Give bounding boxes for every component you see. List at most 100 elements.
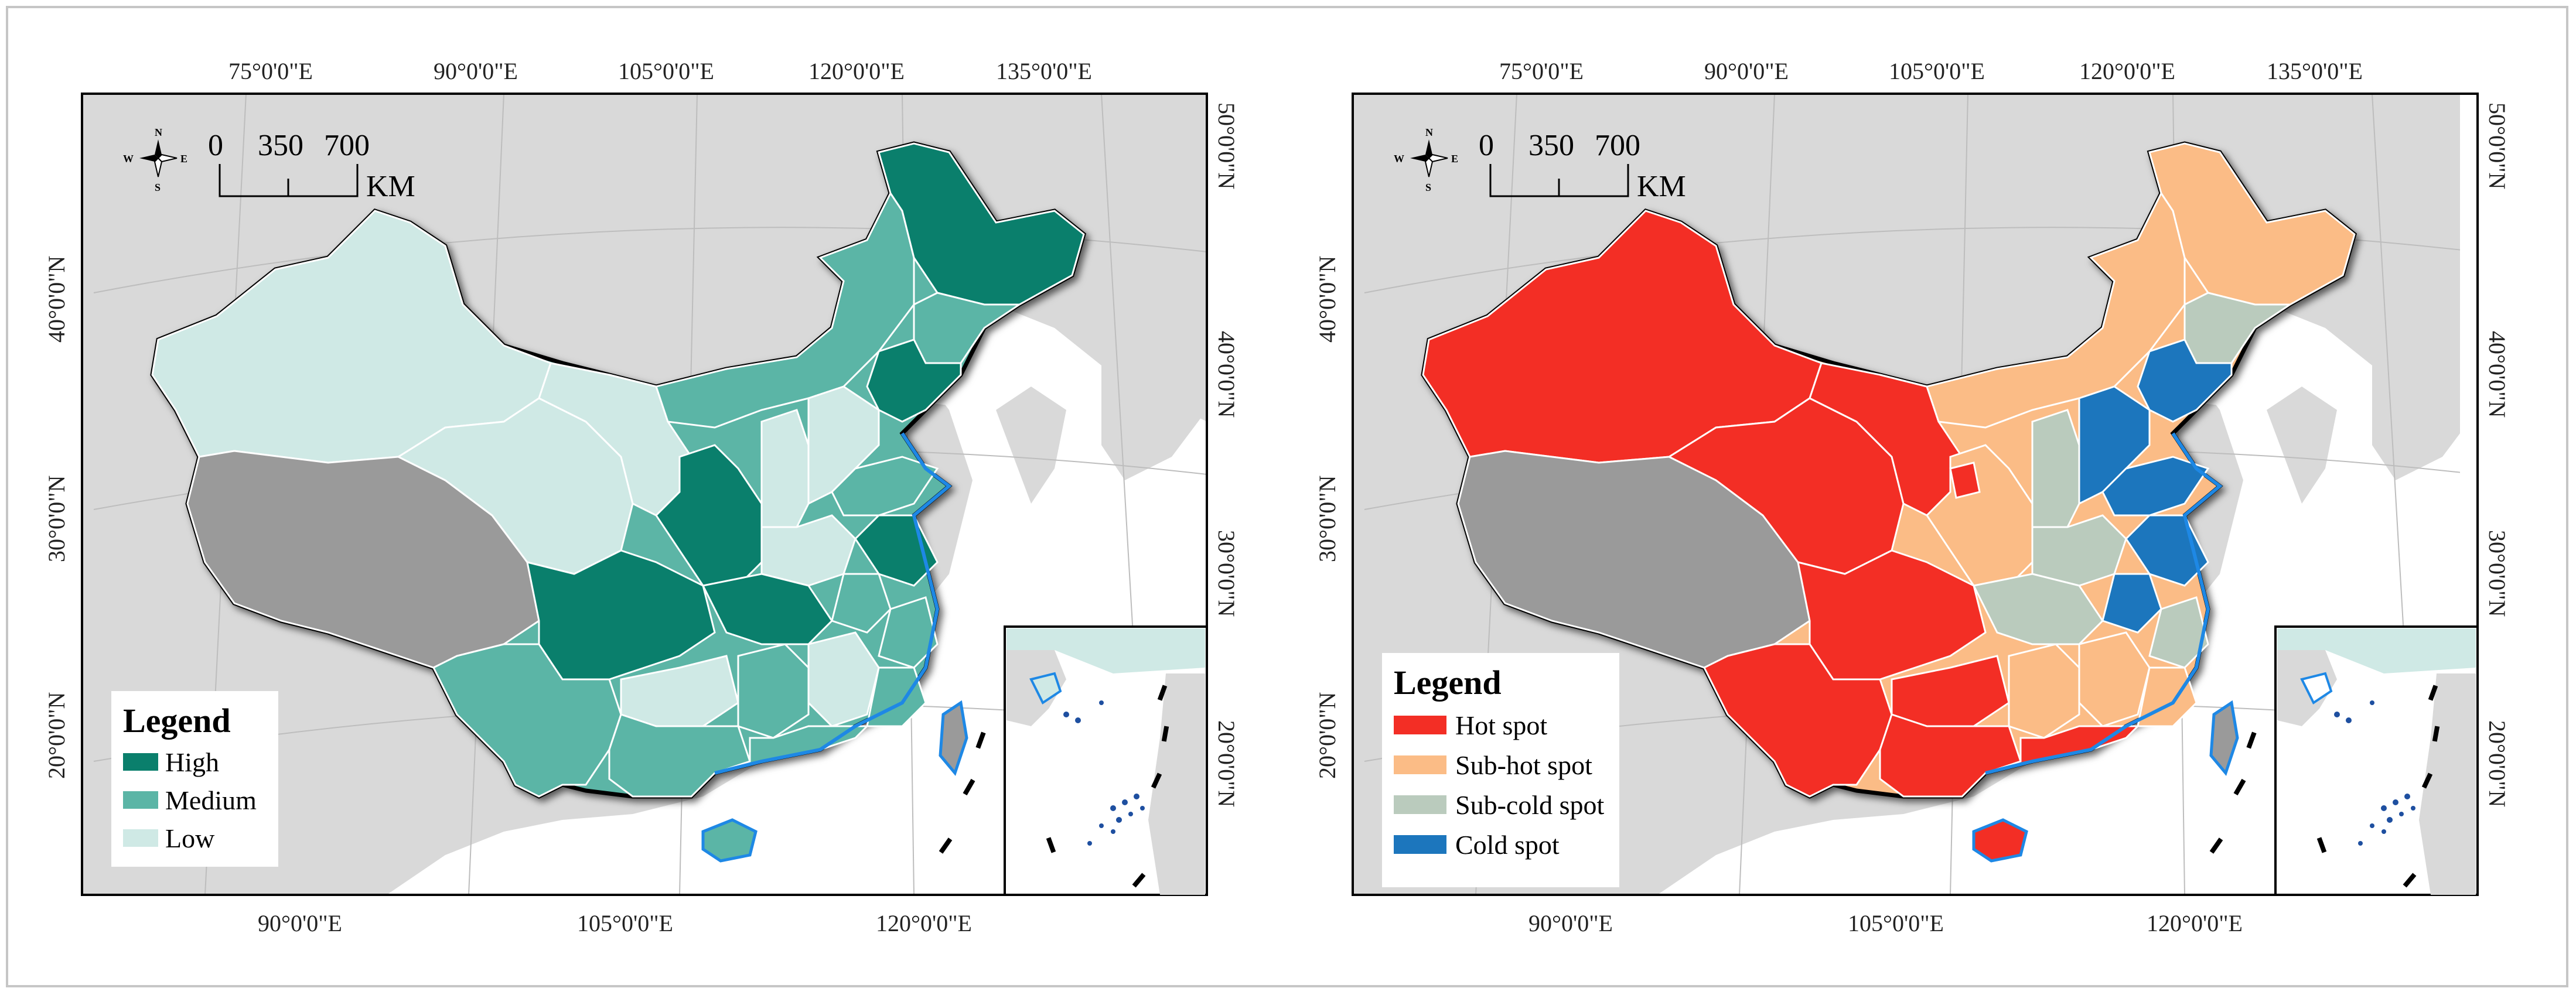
legend-label-sub-hot-spot: Sub-hot spot	[1455, 750, 1592, 780]
region-liaoning	[866, 338, 962, 423]
compass-s: S	[1425, 182, 1431, 193]
legend-label-hot-spot: Hot spot	[1455, 710, 1547, 740]
legend-title: Legend	[1394, 664, 1502, 702]
region-ningxia	[1949, 461, 1981, 499]
right-label-40n: 40°0'0"N	[1213, 331, 1240, 418]
legend: Legend Hot spot Sub-hot spot Sub-cold sp…	[1382, 653, 1619, 887]
scale-unit: KM	[366, 170, 415, 203]
background-land-korea-japan	[2267, 316, 2460, 504]
compass-n: N	[155, 126, 162, 138]
legend-swatch-low	[123, 829, 158, 847]
scale-tick-0: 0	[1479, 129, 1494, 162]
legend-label-sub-cold-spot: Sub-cold spot	[1455, 790, 1605, 820]
north-arrow: N S E W	[1394, 126, 1458, 193]
scale-tick-0: 0	[208, 129, 223, 162]
compass-e: E	[1451, 153, 1458, 165]
north-arrow: N S E W	[123, 126, 187, 193]
region-jiangxi	[807, 631, 880, 727]
right-label-20n: 20°0'0"N	[2484, 720, 2510, 807]
region-heilongjiang	[2148, 142, 2356, 306]
right-label-20n: 20°0'0"N	[1213, 720, 1240, 807]
graticule-labels: 75°0'0"E 90°0'0"E 105°0'0"E 120°0'0"E 13…	[43, 58, 1240, 936]
right-label-30n: 30°0'0"N	[1213, 530, 1240, 617]
legend-label-high: High	[165, 747, 219, 777]
region-jiangxi	[2078, 631, 2151, 727]
region-shandong	[831, 456, 939, 517]
left-label-20n: 20°0'0"N	[1314, 692, 1340, 779]
top-label-120e: 120°0'0"E	[2079, 58, 2175, 84]
bottom-label-120e: 120°0'0"E	[876, 910, 972, 936]
region-anhui	[831, 573, 892, 634]
region-shanxi	[760, 409, 810, 528]
region-heilongjiang	[878, 142, 1085, 306]
bottom-label-120e: 120°0'0"E	[2147, 910, 2243, 936]
region-anhui	[2101, 573, 2162, 634]
top-label-90e: 90°0'0"E	[434, 58, 518, 84]
background-land-sea-region	[832, 387, 1043, 895]
background-land-sea-region	[2103, 387, 2314, 895]
region-shandong	[2101, 456, 2210, 517]
bottom-label-90e: 90°0'0"E	[258, 910, 342, 936]
region-liaoning	[2137, 338, 2233, 423]
nine-dash-line-main	[939, 731, 986, 854]
scale-unit: KM	[1637, 170, 1686, 203]
top-label-105e: 105°0'0"E	[1889, 58, 1985, 84]
map-neatline	[1352, 93, 2479, 896]
right-label-30n: 30°0'0"N	[2484, 530, 2510, 617]
region-chongqing-hubei	[1972, 573, 2104, 645]
right-map: N S E W 0 350 700 KM Legend Hot spot Sub…	[1314, 58, 2510, 936]
top-label-120e: 120°0'0"E	[808, 58, 905, 84]
compass-e: E	[180, 153, 187, 165]
top-label-135e: 135°0'0"E	[996, 58, 1092, 84]
legend-swatch-hot-spot	[1394, 716, 1446, 734]
left-label-30n: 30°0'0"N	[43, 476, 70, 562]
nine-dash-line-main	[2209, 731, 2257, 854]
region-chongqing-hubei	[701, 573, 833, 645]
compass-s: S	[155, 182, 161, 193]
legend-title: Legend	[123, 702, 231, 740]
region-zhejiang	[2148, 596, 2209, 669]
legend-swatch-sub-cold-spot	[1394, 795, 1446, 814]
map-neatline	[81, 93, 1208, 896]
top-label-90e: 90°0'0"E	[1704, 58, 1789, 84]
background-land-korea-japan	[996, 316, 1207, 504]
legend: Legend High Medium Low	[111, 691, 278, 867]
top-label-105e: 105°0'0"E	[618, 58, 714, 84]
left-map: N S E W 0 350 700 KM Legend High Medium …	[43, 58, 1240, 936]
south-china-sea-inset	[2274, 625, 2479, 896]
coastline	[714, 432, 952, 775]
scale-tick-350: 350	[1528, 129, 1574, 162]
scale-tick-700: 700	[324, 129, 370, 162]
left-label-30n: 30°0'0"N	[1314, 476, 1340, 562]
compass-w: W	[123, 153, 134, 165]
scale-tick-350: 350	[258, 129, 303, 162]
right-label-50n: 50°0'0"N	[1213, 102, 1240, 189]
legend-label-medium: Medium	[165, 785, 257, 815]
figure-frame	[6, 6, 2568, 987]
right-label-50n: 50°0'0"N	[2484, 102, 2510, 189]
region-yunnan	[1702, 643, 1893, 798]
scale-tick-700: 700	[1595, 129, 1640, 162]
region-hainan	[701, 818, 758, 863]
top-label-135e: 135°0'0"E	[2267, 58, 2363, 84]
region-yunnan	[432, 643, 622, 798]
region-zhejiang	[878, 596, 939, 669]
region-hainan	[1972, 818, 2028, 863]
bottom-label-105e: 105°0'0"E	[577, 910, 673, 936]
region-taiwan	[2209, 700, 2239, 777]
legend-swatch-cold-spot	[1394, 835, 1446, 854]
south-china-sea-inset	[1004, 625, 1208, 896]
top-label-75e: 75°0'0"E	[1499, 58, 1584, 84]
coastline	[1985, 432, 2223, 775]
scale-bar: 0 350 700 KM	[208, 129, 415, 203]
legend-label-cold-spot: Cold spot	[1455, 830, 1560, 860]
region-taiwan	[939, 700, 968, 777]
legend-swatch-high	[123, 753, 158, 771]
left-label-20n: 20°0'0"N	[43, 692, 70, 779]
right-label-40n: 40°0'0"N	[2484, 331, 2510, 418]
graticule-labels: 75°0'0"E 90°0'0"E 105°0'0"E 120°0'0"E 13…	[1314, 58, 2510, 936]
left-label-40n: 40°0'0"N	[43, 256, 70, 343]
bottom-label-105e: 105°0'0"E	[1848, 910, 1944, 936]
legend-swatch-sub-hot-spot	[1394, 755, 1446, 774]
left-label-40n: 40°0'0"N	[1314, 256, 1340, 343]
